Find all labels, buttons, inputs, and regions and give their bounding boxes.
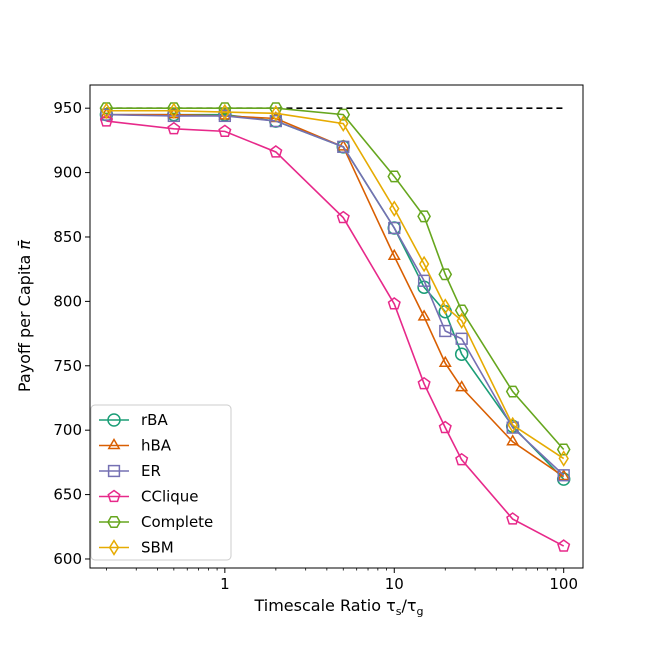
data-point-cclique bbox=[99, 114, 114, 127]
axes-frame bbox=[89, 84, 584, 569]
legend-label-cclique: CClique bbox=[141, 488, 199, 506]
data-point-cclique bbox=[218, 124, 232, 137]
data-point-hba bbox=[506, 434, 520, 446]
data-point-sbm bbox=[219, 103, 231, 121]
y-tick-label: 750 bbox=[53, 357, 82, 375]
data-point-complete bbox=[438, 268, 453, 281]
data-point-hba bbox=[455, 380, 469, 392]
legend-item-er: ER bbox=[99, 462, 161, 480]
x-tick-label: 10 bbox=[385, 575, 404, 593]
series-er bbox=[100, 108, 570, 482]
legend-marker-rba bbox=[107, 413, 121, 427]
data-point-er bbox=[388, 221, 401, 235]
data-point-er bbox=[218, 109, 231, 123]
y-tick-label: 950 bbox=[53, 99, 82, 117]
legend-item-rba: rBA bbox=[99, 411, 168, 429]
data-point-hba bbox=[438, 355, 452, 367]
series-sbm bbox=[101, 102, 569, 467]
data-point-hba bbox=[387, 248, 401, 261]
plot-area bbox=[99, 102, 571, 552]
legend-label-er: ER bbox=[141, 462, 161, 480]
data-point-er bbox=[100, 108, 113, 121]
data-point-sbm bbox=[507, 416, 518, 434]
data-point-complete bbox=[336, 108, 351, 121]
data-point-hba bbox=[417, 309, 431, 321]
data-point-cclique bbox=[269, 145, 283, 158]
data-point-cclique bbox=[455, 452, 469, 466]
x-tick-label: 100 bbox=[549, 575, 578, 593]
y-tick-label: 900 bbox=[53, 164, 82, 182]
data-point-sbm bbox=[440, 298, 451, 315]
data-point-cclique bbox=[417, 376, 431, 390]
series-line-er bbox=[106, 113, 565, 476]
data-point-cclique bbox=[438, 420, 452, 434]
data-point-er bbox=[439, 324, 452, 338]
data-point-complete bbox=[387, 170, 402, 183]
data-point-cclique bbox=[506, 512, 520, 525]
data-point-cclique bbox=[167, 121, 181, 135]
data-point-cclique bbox=[557, 539, 571, 552]
data-point-sbm bbox=[168, 102, 180, 120]
legend-label-sbm: SBM bbox=[141, 539, 174, 557]
series-line-complete bbox=[106, 107, 565, 451]
legend-item-cclique: CClique bbox=[99, 488, 199, 506]
series-cclique bbox=[99, 114, 571, 552]
series-line-sbm bbox=[106, 109, 565, 460]
data-point-hba bbox=[557, 469, 571, 481]
data-point-complete bbox=[417, 210, 431, 223]
legend-marker-complete bbox=[107, 516, 121, 528]
data-point-er bbox=[455, 332, 468, 345]
y-tick-label: 850 bbox=[53, 228, 82, 246]
data-point-sbm bbox=[270, 105, 282, 122]
data-point-sbm bbox=[558, 450, 569, 467]
legend-marker-cclique bbox=[107, 489, 121, 503]
data-point-cclique bbox=[387, 297, 401, 310]
data-point-rba bbox=[454, 347, 469, 361]
legend-label-hba: hBA bbox=[141, 437, 172, 455]
data-point-er bbox=[337, 140, 350, 153]
legend-marker-sbm bbox=[108, 539, 120, 556]
y-tick-label: 600 bbox=[53, 550, 82, 568]
legend-label-complete: Complete bbox=[141, 513, 213, 531]
series-line-cclique bbox=[106, 120, 565, 547]
legend-label-rba: rBA bbox=[141, 411, 168, 429]
data-point-cclique bbox=[336, 210, 350, 224]
data-point-sbm bbox=[338, 115, 349, 132]
axes: 600 650 700 750 800 850 900 950 1 10 100 bbox=[53, 84, 584, 593]
data-point-complete bbox=[556, 443, 571, 456]
data-point-er bbox=[269, 114, 282, 128]
x-axis-label: Timescale Ratio τs/τg bbox=[253, 596, 423, 618]
y-axis-label: Payoff per Capita π̄ bbox=[15, 240, 34, 393]
data-point-sbm bbox=[418, 255, 430, 273]
legend-marker-hba bbox=[107, 438, 121, 450]
data-point-sbm bbox=[389, 200, 400, 217]
data-point-sbm bbox=[456, 312, 467, 330]
y-tick-label: 650 bbox=[53, 486, 82, 504]
legend-item-complete: Complete bbox=[99, 513, 213, 531]
y-tick-label: 800 bbox=[53, 292, 82, 310]
legend-item-hba: hBA bbox=[99, 437, 172, 455]
legend-item-sbm: SBM bbox=[99, 539, 174, 557]
legend-marker-er bbox=[107, 464, 121, 478]
x-tick-label: 1 bbox=[220, 575, 230, 593]
data-point-sbm bbox=[101, 102, 112, 120]
legend: rBA hBA ER CClique Complete SBM bbox=[90, 404, 232, 561]
series-complete bbox=[99, 102, 571, 456]
data-point-complete bbox=[454, 304, 469, 317]
data-point-complete bbox=[505, 385, 520, 398]
data-point-er bbox=[557, 469, 570, 482]
y-tick-label: 700 bbox=[53, 421, 82, 439]
data-point-er bbox=[417, 274, 431, 287]
